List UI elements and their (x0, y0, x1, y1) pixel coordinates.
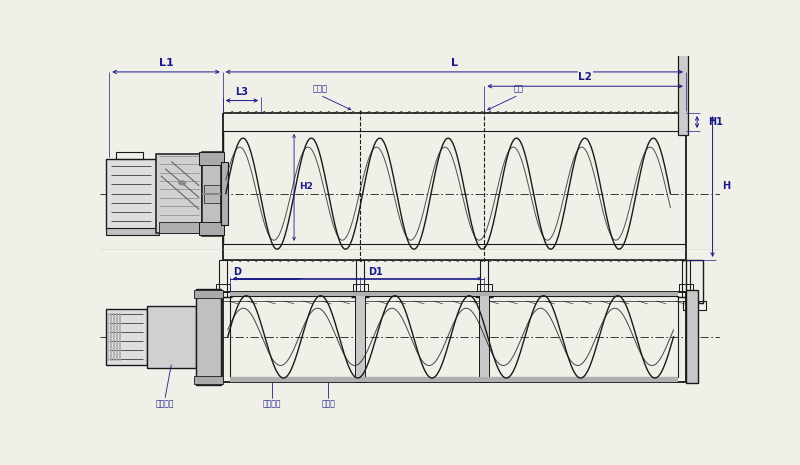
Text: L: L (451, 58, 458, 67)
Bar (355, 292, 366, 382)
Bar (156, 154, 202, 233)
Bar (202, 152, 221, 236)
Text: D: D (234, 267, 242, 277)
Text: 挡板: 挡板 (514, 84, 523, 93)
Bar (230, 296, 678, 377)
Bar (230, 292, 678, 296)
Bar (682, 301, 706, 310)
Bar (156, 166, 162, 221)
Bar (356, 260, 365, 298)
Bar (106, 228, 159, 235)
Bar (218, 260, 226, 298)
Text: 潟矩形: 潟矩形 (322, 399, 335, 409)
Bar (222, 292, 686, 382)
Bar (199, 153, 224, 165)
Bar (194, 290, 222, 298)
Bar (480, 260, 489, 298)
Bar (678, 284, 693, 292)
Bar (479, 292, 490, 382)
Text: L1: L1 (158, 58, 174, 67)
Bar (354, 284, 367, 292)
Text: H1: H1 (708, 117, 723, 127)
Bar (196, 288, 221, 385)
Bar (159, 222, 199, 233)
Bar (106, 159, 156, 229)
Bar (216, 284, 230, 292)
Bar (199, 222, 224, 235)
Bar (682, 260, 690, 298)
Bar (230, 377, 678, 382)
Text: H2: H2 (299, 182, 313, 191)
Text: L3: L3 (235, 87, 249, 97)
Text: H: H (722, 181, 730, 192)
Text: L2: L2 (578, 72, 592, 82)
Bar (203, 185, 220, 203)
Circle shape (178, 181, 186, 185)
Bar (106, 309, 146, 365)
Bar (478, 284, 491, 292)
Bar (686, 260, 702, 303)
Text: 无轴螺旋: 无轴螺旋 (263, 399, 282, 409)
Text: D1: D1 (369, 267, 383, 277)
Bar (221, 162, 228, 225)
Bar (115, 153, 143, 159)
Text: 驱动装置: 驱动装置 (156, 399, 174, 409)
Bar (146, 306, 196, 368)
Bar (678, 14, 688, 134)
Bar (194, 376, 222, 384)
Text: 进料口: 进料口 (313, 84, 328, 93)
Bar (686, 290, 698, 384)
